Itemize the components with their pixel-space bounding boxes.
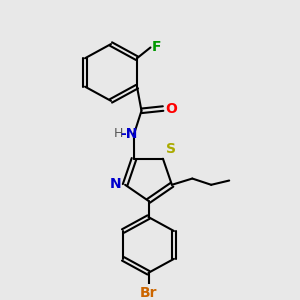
Text: H: H [114, 127, 123, 140]
Text: Br: Br [140, 286, 157, 300]
Text: N: N [110, 177, 122, 191]
Text: O: O [165, 101, 177, 116]
Text: S: S [166, 142, 176, 157]
Text: -N: -N [121, 127, 138, 141]
Text: F: F [152, 40, 161, 55]
